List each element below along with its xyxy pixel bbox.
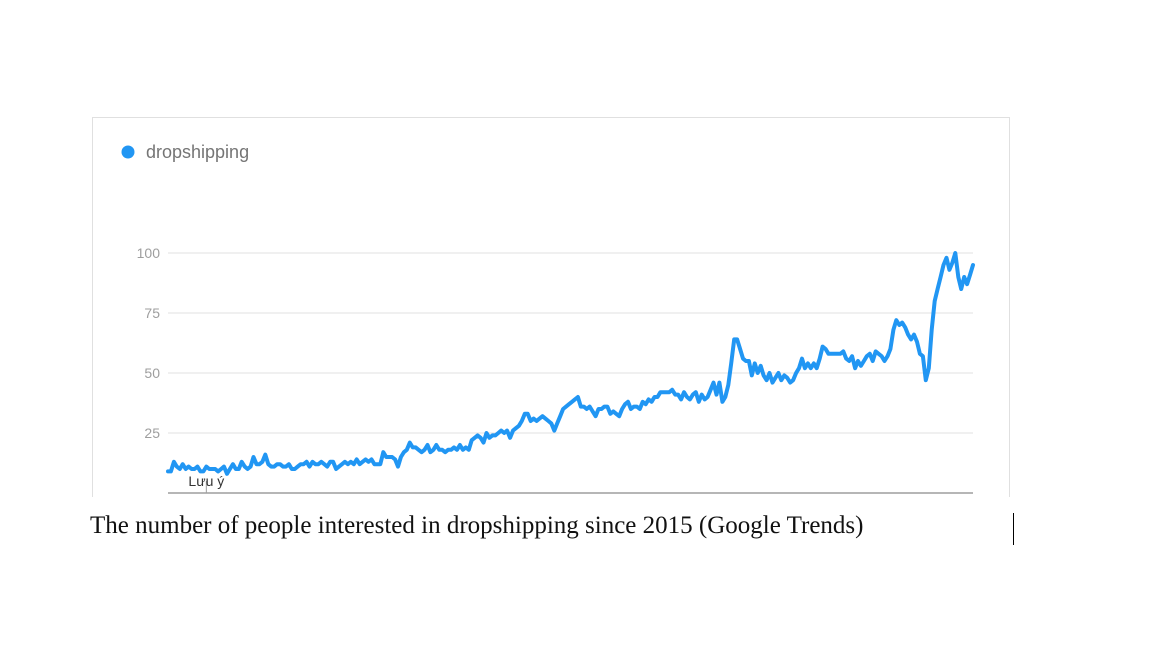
text-cursor <box>1013 513 1014 545</box>
trend-chart: 25 50 75 100 Lưu ý dropshipping <box>92 117 1010 497</box>
legend-swatch <box>121 145 135 159</box>
chart-canvas: 25 50 75 100 Lưu ý dropshipping <box>121 142 975 494</box>
grid-lines <box>168 252 973 434</box>
series-line-dropshipping <box>166 251 975 476</box>
legend-label[interactable]: dropshipping <box>146 142 249 162</box>
y-tick-label-100: 100 <box>137 245 161 261</box>
figure-caption: The number of people interested in drops… <box>90 512 864 539</box>
y-axis-ticks: 25 50 75 100 <box>137 245 161 441</box>
note-marker[interactable]: Lưu ý <box>188 473 224 493</box>
y-tick-label-25: 25 <box>144 425 160 441</box>
legend[interactable]: dropshipping <box>121 142 250 162</box>
note-label[interactable]: Lưu ý <box>188 473 224 489</box>
y-tick-label-75: 75 <box>144 305 160 321</box>
y-tick-label-50: 50 <box>144 365 160 381</box>
